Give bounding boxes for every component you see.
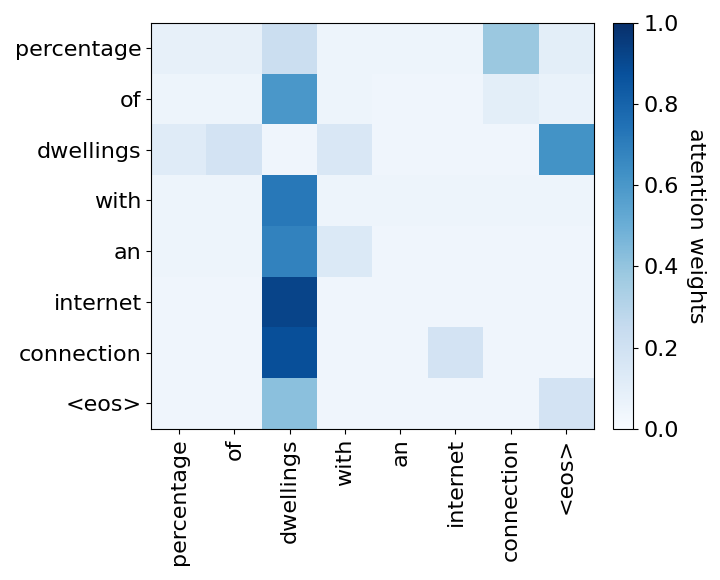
Y-axis label: attention weights: attention weights: [686, 128, 706, 324]
